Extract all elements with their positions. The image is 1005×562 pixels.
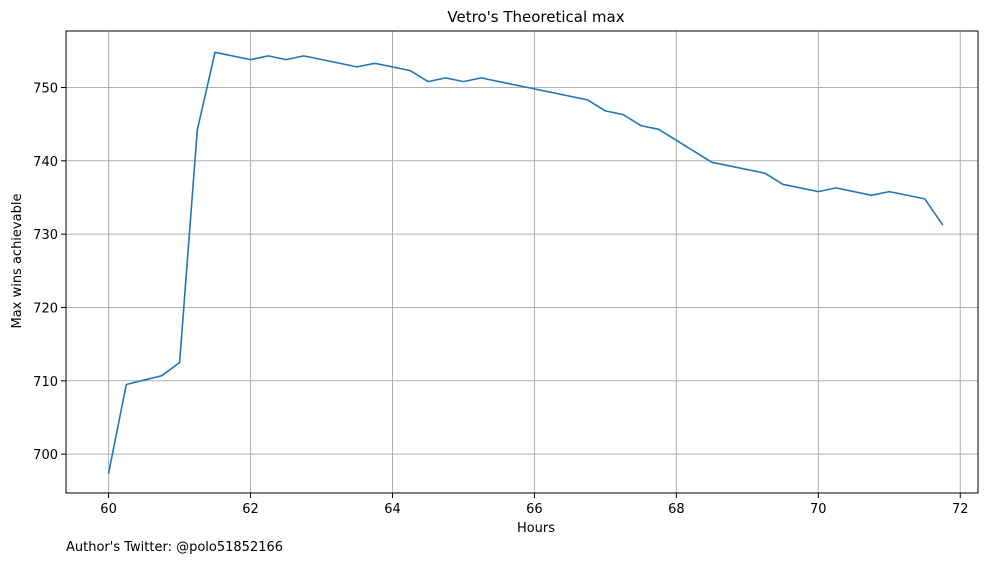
y-axis-ticks: 700 710 720 730 740 750	[33, 81, 66, 463]
x-axis-label: Hours	[517, 521, 555, 536]
y-axis-label: Max wins achievable	[10, 194, 25, 329]
series-line	[107, 51, 944, 475]
x-tick-label: 68	[668, 502, 685, 517]
y-tick-label: 720	[33, 301, 58, 316]
author-footnote: Author's Twitter: @polo51852166	[66, 540, 283, 555]
x-tick-label: 62	[242, 502, 259, 517]
x-tick-label: 60	[100, 502, 117, 517]
x-axis-ticks: 60 62 64 66 68 70 72	[100, 493, 969, 517]
y-tick-label: 740	[33, 155, 58, 170]
y-tick-label: 700	[33, 448, 58, 463]
y-tick-label: 730	[33, 228, 58, 243]
x-tick-label: 72	[952, 502, 969, 517]
x-tick-label: 64	[384, 502, 401, 517]
y-tick-label: 710	[33, 375, 58, 390]
plot-frame	[65, 30, 979, 494]
grid-lines	[66, 31, 978, 493]
y-tick-label: 750	[33, 81, 58, 96]
x-tick-label: 66	[526, 502, 543, 517]
x-tick-label: 70	[810, 502, 827, 517]
series-layer	[107, 51, 944, 475]
chart-title: Vetro's Theoretical max	[447, 8, 624, 26]
